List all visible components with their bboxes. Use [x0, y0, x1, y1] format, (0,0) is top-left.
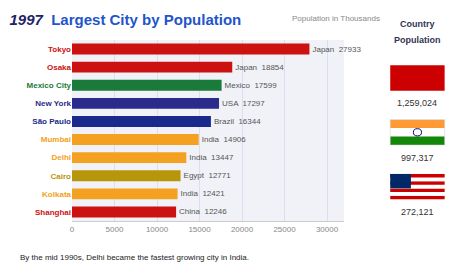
svg-text:25000: 25000: [273, 225, 296, 234]
svg-text:15000: 15000: [188, 225, 211, 234]
svg-text:20000: 20000: [231, 225, 254, 234]
svg-text:997,317: 997,317: [401, 153, 434, 163]
svg-text:Brazil 16344: Brazil 16344: [214, 117, 261, 126]
svg-text:1997 Largest City by Populati: 1997 Largest City by Population: [9, 11, 241, 28]
svg-text:São Paulo: São Paulo: [32, 117, 71, 126]
svg-text:By the mid 1990s, Delhi became: By the mid 1990s, Delhi became the faste…: [20, 253, 249, 262]
svg-text:Egypt 12771: Egypt 12771: [184, 171, 232, 180]
svg-text:Delhi: Delhi: [51, 153, 71, 162]
svg-text:India 12421: India 12421: [181, 189, 226, 198]
svg-text:30000: 30000: [316, 225, 339, 234]
svg-text:China 12246: China 12246: [179, 207, 227, 216]
svg-text:10000: 10000: [146, 225, 169, 234]
svg-text:India 13447: India 13447: [189, 153, 234, 162]
svg-text:New York: New York: [35, 99, 71, 108]
svg-text:Shanghai: Shanghai: [35, 208, 71, 217]
svg-text:Mexico 17599: Mexico 17599: [225, 81, 278, 90]
svg-text:Kolkata: Kolkata: [42, 190, 71, 199]
svg-text:India 14906: India 14906: [202, 135, 247, 144]
svg-text:USA 17297: USA 17297: [222, 99, 265, 108]
svg-text:Osaka: Osaka: [47, 63, 72, 72]
svg-text:1,259,024: 1,259,024: [397, 98, 437, 108]
svg-text:Population in Thousands: Population in Thousands: [292, 14, 380, 23]
svg-text:Tokyo: Tokyo: [48, 45, 71, 54]
svg-text:Country: Country: [400, 19, 435, 29]
svg-text:Mumbai: Mumbai: [41, 135, 71, 144]
svg-text:Japan 27933: Japan 27933: [312, 45, 361, 54]
svg-text:Cairo: Cairo: [51, 172, 72, 181]
svg-text:0: 0: [70, 225, 75, 234]
svg-text:272,121: 272,121: [401, 207, 434, 217]
svg-text:Japan 18854: Japan 18854: [235, 63, 284, 72]
svg-text:Mexico City: Mexico City: [27, 81, 72, 90]
svg-text:5000: 5000: [106, 225, 124, 234]
svg-text:Population: Population: [394, 35, 441, 45]
